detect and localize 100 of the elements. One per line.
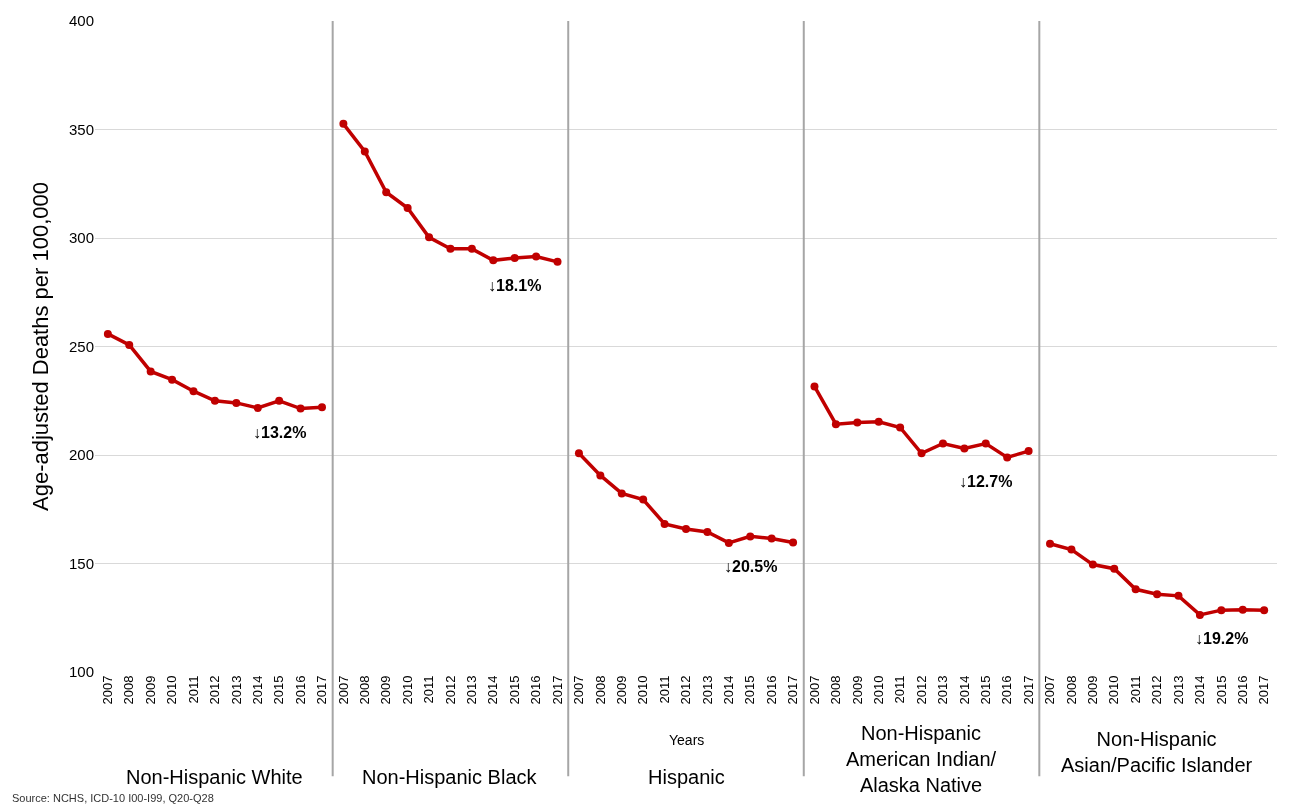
point: [317, 403, 326, 412]
point: [189, 387, 198, 396]
point: [467, 244, 476, 253]
x-tick-label: 2013: [935, 675, 951, 705]
x-tick-label: 2014: [249, 675, 265, 705]
x-tick-label: 2009: [142, 675, 158, 705]
annotation: ↓12.7%: [959, 473, 1013, 490]
x-tick-label: 2015: [978, 675, 994, 705]
x-tick-label: 2007: [335, 675, 351, 705]
x-tick-label: 2009: [378, 675, 394, 705]
point: [360, 147, 369, 156]
annotation: ↓20.5%: [724, 558, 778, 575]
point: [1067, 545, 1076, 554]
x-tick-label: 2008: [828, 675, 844, 705]
point: [981, 439, 990, 448]
point: [103, 329, 112, 338]
x-tick-label: 2008: [1063, 675, 1079, 705]
point: [1088, 560, 1097, 569]
point: [938, 439, 947, 448]
annotation: ↓19.2%: [1195, 630, 1249, 647]
x-tick-label: 2007: [100, 675, 116, 705]
y-tick-label: 100: [68, 663, 94, 681]
point: [746, 532, 755, 541]
point: [596, 471, 605, 480]
text: Non-Hispanic White: [126, 766, 303, 788]
point: [210, 396, 219, 405]
point: [896, 423, 905, 432]
annotation: ↓18.1%: [488, 277, 542, 294]
text: Non-Hispanic American Indian/ Alaska Native: [846, 722, 997, 796]
point: [789, 538, 798, 547]
x-tick-label: 2013: [228, 675, 244, 705]
x-tick-label: 2009: [1085, 675, 1101, 705]
x-tick-label: 2013: [1170, 675, 1186, 705]
point: [682, 525, 690, 533]
source-note: Source: NCHS, ICD-10 I00-I99, Q20-Q28: [12, 792, 214, 804]
point: [1217, 606, 1226, 615]
x-tick-label: 2013: [699, 675, 715, 705]
point: [874, 417, 883, 426]
x-tick-label: 2012: [442, 675, 458, 705]
y-tick-label: 250: [68, 337, 94, 355]
x-tick-label: 2012: [207, 675, 223, 705]
point: [232, 398, 241, 407]
x-tick-label: 2012: [1149, 675, 1165, 705]
x-tick-label: 2015: [1213, 675, 1229, 705]
text: Non-Hispanic Asian/Pacific Islander: [1061, 728, 1253, 776]
point: [446, 244, 455, 253]
x-tick-label: 2010: [635, 675, 651, 705]
point: [639, 495, 648, 504]
y-tick-label: 350: [68, 120, 94, 138]
text: Hispanic: [648, 766, 725, 788]
x-tick-label: 2008: [357, 675, 373, 705]
point: [1195, 610, 1204, 619]
text: Years: [669, 732, 705, 748]
x-tick-label: 2011: [1127, 675, 1143, 704]
text: Non-Hispanic Black: [362, 766, 538, 788]
point: [1024, 447, 1033, 456]
x-tick-label: 2014: [485, 675, 501, 705]
point: [767, 534, 776, 543]
x-tick-label: 2010: [399, 675, 415, 705]
point: [339, 119, 348, 128]
annotation: ↓13.2%: [253, 424, 307, 441]
x-tick-label: 2015: [271, 675, 287, 705]
x-tick-label: 2011: [656, 675, 672, 704]
point: [489, 256, 498, 265]
point: [853, 418, 862, 427]
x-tick-label: 2009: [613, 675, 629, 705]
y-tick-label: 300: [68, 229, 94, 247]
x-tick-label: 2007: [1042, 675, 1058, 705]
point: [917, 449, 926, 458]
point: [403, 204, 412, 213]
x-tick-label: 2017: [785, 675, 801, 705]
x-tick-label: 2011: [185, 675, 201, 704]
point: [510, 253, 519, 262]
x-tick-label: 2016: [528, 675, 544, 705]
x-tick-label: 2016: [292, 675, 308, 705]
point: [1003, 453, 1012, 462]
x-tick-label: 2015: [742, 675, 758, 705]
x-tick-label: 2009: [849, 675, 865, 705]
x-tick-label: 2013: [464, 675, 480, 705]
x-tick-label: 2017: [549, 675, 565, 705]
x-tick-label: 2017: [314, 675, 330, 705]
x-tick-label: 2008: [592, 675, 608, 705]
x-tick-label: 2012: [678, 675, 694, 705]
x-tick-label: 2014: [1192, 675, 1208, 705]
x-tick-label: 2011: [421, 675, 437, 704]
point: [275, 396, 284, 405]
point: [1260, 606, 1269, 615]
point: [1174, 591, 1183, 600]
point: [1131, 585, 1140, 594]
point: [168, 375, 177, 384]
point: [146, 367, 155, 376]
x-tick-label: 2016: [763, 675, 779, 705]
x-tick-label: 2008: [121, 675, 137, 705]
point: [660, 520, 669, 529]
x-tick-label: 2007: [571, 675, 587, 705]
x-tick-label: 2015: [506, 675, 522, 705]
point: [810, 382, 819, 391]
x-tick-label: 2017: [1020, 675, 1036, 705]
y-tick-label: 200: [68, 446, 94, 464]
x-tick-label: 2016: [1234, 675, 1250, 705]
